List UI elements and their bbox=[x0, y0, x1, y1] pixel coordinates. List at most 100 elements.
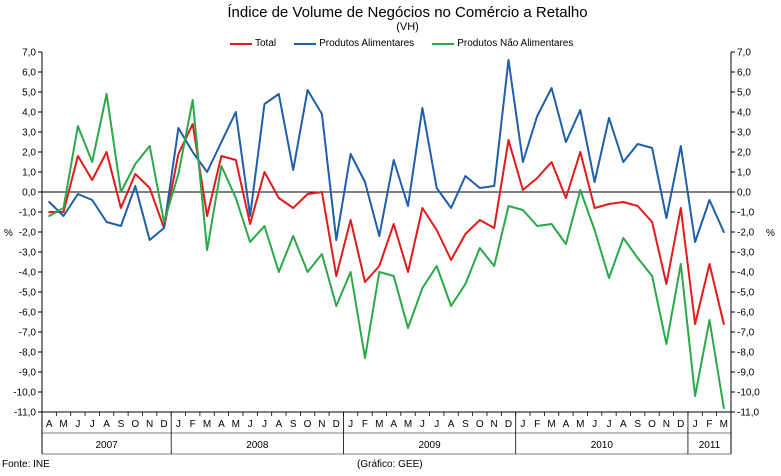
legend-label-nonfood: Produtos Não Alimentares bbox=[457, 38, 574, 49]
y-tick-label-right: 2,0 bbox=[737, 148, 751, 159]
month-label: J bbox=[75, 419, 80, 430]
y-axis-unit-right: % bbox=[766, 228, 775, 239]
legend-item-food: Produtos Alimentares bbox=[294, 38, 414, 49]
month-label: N bbox=[663, 419, 670, 430]
legend-label-total: Total bbox=[255, 38, 277, 49]
y-tick-label-left: -2,0 bbox=[19, 228, 37, 239]
y-tick-label-left: -9,0 bbox=[19, 368, 37, 379]
month-label: F bbox=[190, 419, 196, 430]
legend-item-total: Total bbox=[230, 38, 276, 49]
y-tick-label-left: -11,0 bbox=[14, 408, 36, 419]
y-tick-label-left: 7,0 bbox=[22, 48, 36, 59]
month-label: N bbox=[146, 419, 153, 430]
month-label: S bbox=[290, 419, 297, 430]
source-note: Fonte: INE bbox=[2, 459, 50, 470]
y-tick-label-left: -6,0 bbox=[19, 308, 37, 319]
month-label: O bbox=[304, 419, 312, 430]
year-label: 2008 bbox=[246, 440, 269, 451]
legend-swatch-nonfood bbox=[432, 42, 455, 45]
month-label: D bbox=[333, 419, 340, 430]
month-label: J bbox=[693, 419, 698, 430]
y-tick-label-left: 6,0 bbox=[22, 68, 36, 79]
month-label: A bbox=[620, 419, 627, 430]
y-tick-label-right: -2,0 bbox=[737, 228, 755, 239]
chart-subtitle: (VH) bbox=[396, 21, 419, 33]
month-label: J bbox=[420, 419, 425, 430]
y-tick-label-left: -10,0 bbox=[13, 388, 36, 399]
y-tick-label-right: 7,0 bbox=[737, 48, 751, 59]
month-label: J bbox=[606, 419, 611, 430]
month-label: M bbox=[720, 419, 728, 430]
y-tick-label-right: -4,0 bbox=[737, 268, 755, 279]
y-tick-label-right: 3,0 bbox=[737, 128, 751, 139]
year-label: 2007 bbox=[95, 440, 118, 451]
series-layer bbox=[48, 59, 725, 409]
month-label: N bbox=[318, 419, 325, 430]
axes-layer bbox=[38, 51, 735, 455]
legend-label-food: Produtos Alimentares bbox=[319, 38, 415, 49]
month-label: M bbox=[203, 419, 211, 430]
y-tick-label-left: 4,0 bbox=[22, 108, 36, 119]
y-tick-label-right: -6,0 bbox=[737, 308, 755, 319]
month-label: O bbox=[476, 419, 484, 430]
y-tick-label-left: 2,0 bbox=[22, 148, 36, 159]
month-label: M bbox=[375, 419, 383, 430]
y-tick-label-right: 4,0 bbox=[737, 108, 751, 119]
month-label: A bbox=[276, 419, 283, 430]
month-label: D bbox=[160, 419, 167, 430]
y-tick-label-left: 5,0 bbox=[22, 88, 36, 99]
series-line-nonfood bbox=[48, 93, 725, 409]
year-label: 2009 bbox=[418, 440, 441, 451]
month-label: F bbox=[534, 419, 540, 430]
y-tick-label-left: -3,0 bbox=[19, 248, 37, 259]
month-label: A bbox=[46, 419, 53, 430]
month-label: S bbox=[634, 419, 641, 430]
chart-credit: (Gráfico: GEE) bbox=[357, 459, 423, 470]
month-label: M bbox=[576, 419, 584, 430]
month-label: M bbox=[547, 419, 555, 430]
month-label: N bbox=[491, 419, 498, 430]
y-tick-label-right: -10,0 bbox=[737, 388, 760, 399]
chart-title: Índice de Volume de Negócios no Comércio… bbox=[227, 4, 588, 21]
month-label: M bbox=[232, 419, 240, 430]
month-label: J bbox=[348, 419, 353, 430]
legend-swatch-total bbox=[230, 42, 252, 45]
y-tick-label-right: -3,0 bbox=[737, 248, 755, 259]
y-tick-label-right: -11,0 bbox=[737, 408, 759, 419]
month-label: O bbox=[131, 419, 139, 430]
legend-item-nonfood: Produtos Não Alimentares bbox=[432, 38, 573, 49]
month-label: M bbox=[404, 419, 412, 430]
y-tick-label-left: -1,0 bbox=[19, 208, 37, 219]
y-tick-label-left: -7,0 bbox=[19, 328, 37, 339]
month-label: A bbox=[103, 419, 110, 430]
y-tick-label-right: 5,0 bbox=[737, 88, 751, 99]
month-label: J bbox=[434, 419, 439, 430]
month-label: A bbox=[390, 419, 397, 430]
y-tick-label-left: 3,0 bbox=[22, 128, 36, 139]
month-label: F bbox=[362, 419, 368, 430]
chart-legend: Total Produtos Alimentares Produtos Não … bbox=[230, 38, 591, 49]
y-tick-label-left: -4,0 bbox=[19, 268, 37, 279]
month-label: S bbox=[118, 419, 125, 430]
month-label: M bbox=[59, 419, 67, 430]
y-tick-label-right: -7,0 bbox=[737, 328, 755, 339]
legend-swatch-food bbox=[294, 42, 317, 45]
month-label: J bbox=[520, 419, 525, 430]
y-tick-label-right: -9,0 bbox=[737, 368, 755, 379]
month-label: J bbox=[262, 419, 267, 430]
y-tick-label-right: 0,0 bbox=[737, 188, 751, 199]
labels-layer: 7,0 7,0 6,0 6,0 5,0 5,0 4,0 4,0 3,0 3,0 2,0 2,0 1,0 1… bbox=[4, 48, 775, 452]
series-line-food bbox=[48, 59, 725, 243]
month-label: J bbox=[248, 419, 253, 430]
month-label: J bbox=[90, 419, 95, 430]
month-label: A bbox=[563, 419, 570, 430]
month-label: S bbox=[462, 419, 469, 430]
month-label: A bbox=[218, 419, 225, 430]
month-label: F bbox=[706, 419, 712, 430]
year-label: 2011 bbox=[699, 440, 721, 451]
y-tick-label-right: -5,0 bbox=[737, 288, 755, 299]
y-tick-label-left: -8,0 bbox=[19, 348, 37, 359]
y-tick-label-right: -1,0 bbox=[737, 208, 755, 219]
y-tick-label-right: 6,0 bbox=[737, 68, 751, 79]
